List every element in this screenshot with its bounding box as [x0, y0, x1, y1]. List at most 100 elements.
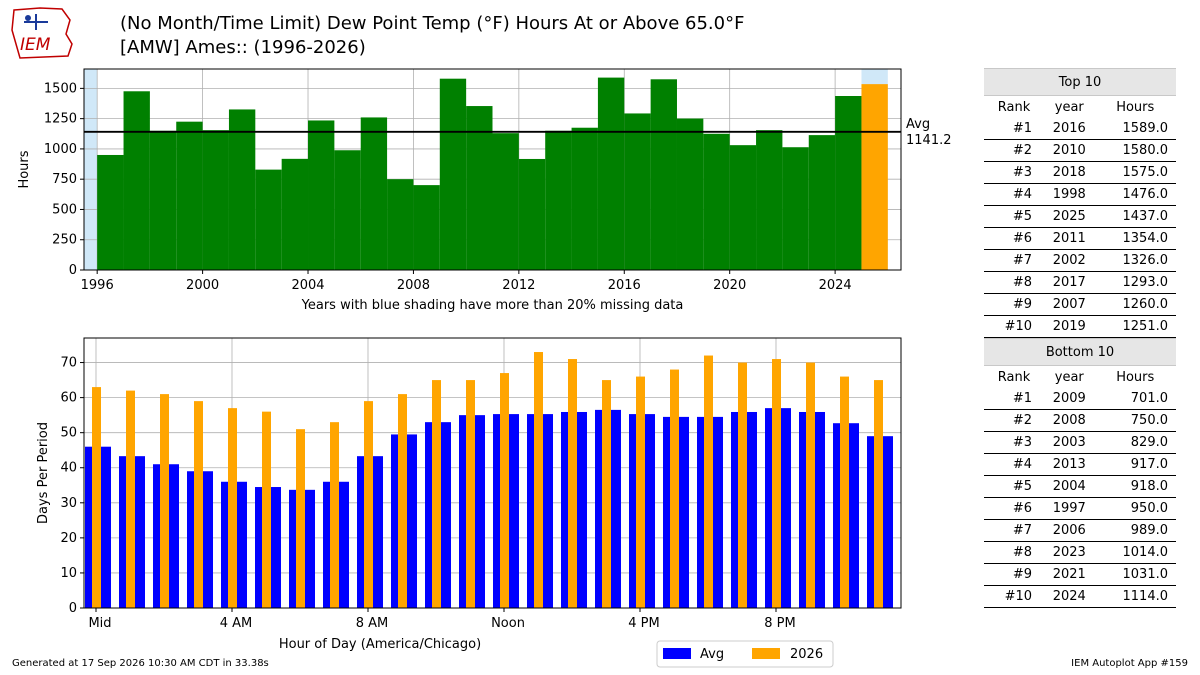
- top10-caption: Top 10: [984, 68, 1176, 96]
- hours-cell: 1293.0: [1094, 271, 1176, 294]
- bar-year: [676, 118, 704, 270]
- bar-2026: [500, 373, 509, 608]
- table-row: #1 2016 1589.0: [984, 118, 1176, 140]
- bar-year: [97, 154, 124, 270]
- bar-avg-edge: [583, 411, 587, 608]
- bar-year: [729, 145, 757, 270]
- bar-2026: [602, 380, 611, 608]
- bar-year: [597, 77, 625, 270]
- bar-avg-edge: [617, 409, 621, 608]
- hours-cell: 1580.0: [1094, 139, 1176, 162]
- bar-avg-edge: [889, 436, 893, 608]
- hours-cell: 989.0: [1094, 519, 1176, 542]
- bar-year: [308, 120, 335, 270]
- y-tick-label: 70: [60, 356, 77, 371]
- bar-2026: [228, 408, 237, 608]
- bar-2026: [670, 369, 679, 608]
- bar-year: [360, 117, 388, 270]
- bar-2026: [126, 390, 135, 608]
- y-axis-label: Hours: [17, 150, 32, 188]
- x-axis-label: Years with blue shading have more than 2…: [301, 298, 684, 313]
- rank-cell: #8: [984, 271, 1045, 294]
- y-tick-label: 50: [60, 426, 77, 441]
- rank-cell: #7: [984, 519, 1045, 542]
- rank-cell: #2: [984, 139, 1045, 162]
- table-row: #2 2008 750.0: [984, 409, 1176, 432]
- hours-cell: 1114.0: [1094, 585, 1176, 608]
- table-row: #6 2011 1354.0: [984, 227, 1176, 250]
- table-row: #9 2021 1031.0: [984, 563, 1176, 586]
- legend-label-avg: Avg: [700, 647, 724, 662]
- bar-year: [650, 79, 677, 270]
- year-cell: 2008: [1044, 409, 1095, 432]
- bottom10-header-year: year: [1054, 369, 1084, 385]
- bar-avg-edge: [821, 411, 825, 608]
- bar-2026: [330, 422, 339, 608]
- bar-year: [835, 96, 862, 271]
- bottom10-table: Bottom 10 Rank year Hours #1 2009 701.0 #2 2…: [984, 338, 1176, 608]
- bar-year: [571, 127, 598, 270]
- plot-frame: [83, 68, 902, 271]
- bottom10-caption: Bottom 10: [984, 338, 1176, 366]
- top10-header-year: year: [1054, 99, 1084, 115]
- bar-2026: [772, 359, 781, 608]
- year-cell: 2019: [1044, 315, 1095, 338]
- table-row: #3 2018 1575.0: [984, 161, 1176, 184]
- year-cell: 2016: [1044, 118, 1095, 140]
- footer-app-id: IEM Autoplot App #159: [1071, 658, 1188, 669]
- bar-year: [176, 121, 203, 270]
- legend-swatch-avg: [663, 648, 691, 659]
- rank-cell: #3: [984, 161, 1045, 184]
- hours-cell: 950.0: [1094, 497, 1176, 520]
- x-tick-label: 2008: [397, 278, 430, 293]
- rank-cell: #4: [984, 453, 1045, 476]
- y-tick-label: 0: [69, 263, 77, 278]
- x-tick-label: 8 PM: [764, 616, 795, 631]
- rank-cell: #5: [984, 475, 1045, 498]
- hours-cell: 1476.0: [1094, 183, 1176, 206]
- x-tick-label: Noon: [491, 616, 525, 631]
- x-tick-label: 2016: [608, 278, 641, 293]
- rank-cell: #3: [984, 431, 1045, 454]
- bar-current-year: [861, 84, 888, 270]
- year-cell: 2007: [1044, 293, 1095, 316]
- rank-cell: #10: [984, 585, 1045, 608]
- y-tick-label: 750: [52, 172, 77, 187]
- hours-cell: 1326.0: [1094, 249, 1176, 272]
- year-cell: 2023: [1044, 541, 1095, 564]
- year-cell: 2017: [1044, 271, 1095, 294]
- hours-cell: 1437.0: [1094, 205, 1176, 228]
- bar-2026: [636, 376, 645, 608]
- bar-avg-edge: [311, 489, 315, 608]
- bar-avg-edge: [141, 456, 145, 608]
- x-tick-label: 4 AM: [220, 616, 253, 631]
- y-tick-label: 500: [52, 202, 77, 217]
- y-tick-label: 1250: [44, 112, 77, 127]
- hours-cell: 1354.0: [1094, 227, 1176, 250]
- bar-year: [808, 135, 836, 270]
- bar-avg-edge: [209, 471, 213, 608]
- x-tick-label: 2020: [713, 278, 746, 293]
- footer-generated: Generated at 17 Sep 2026 10:30 AM CDT in…: [12, 658, 269, 669]
- rank-cell: #1: [984, 118, 1045, 140]
- year-cell: 2004: [1044, 475, 1095, 498]
- table-row: #4 1998 1476.0: [984, 183, 1176, 206]
- table-row: #2 2010 1580.0: [984, 139, 1176, 162]
- bar-2026: [840, 376, 849, 608]
- rank-cell: #7: [984, 249, 1045, 272]
- table-row: #6 1997 950.0: [984, 497, 1176, 520]
- bar-avg-edge: [549, 414, 553, 608]
- chart-title-line2: [AMW] Ames:: (1996-2026): [120, 37, 366, 58]
- bar-2026: [466, 380, 475, 608]
- bar-avg-edge: [651, 414, 655, 608]
- year-cell: 2024: [1044, 585, 1095, 608]
- year-cell: 2021: [1044, 563, 1095, 586]
- table-row: #5 2025 1437.0: [984, 205, 1176, 228]
- rank-cell: #9: [984, 293, 1045, 316]
- bar-year: [466, 106, 493, 270]
- bar-2026: [92, 387, 101, 608]
- bar-2026: [398, 394, 407, 608]
- bar-2026: [364, 401, 373, 608]
